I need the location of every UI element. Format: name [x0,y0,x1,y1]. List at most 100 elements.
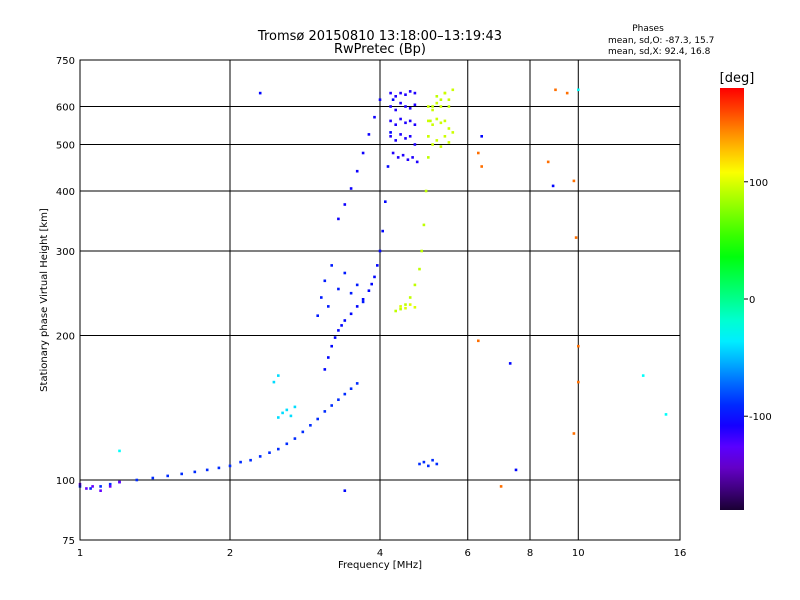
data-point [404,137,407,140]
data-point [406,158,410,161]
data-point [551,184,555,188]
data-point [443,135,447,138]
data-point [389,131,392,134]
data-point [574,236,578,239]
x-tick-label: 16 [674,548,687,559]
data-point [508,362,512,365]
data-point [277,447,280,451]
y-tick-label: 400 [56,187,75,198]
data-point [343,203,347,206]
data-point [349,387,353,390]
data-point [217,466,221,470]
x-tick-label: 10 [572,548,585,559]
data-point [108,485,112,488]
phases-o-mode-stats: mean, sd,O: -87.3, 15.7 [608,36,714,46]
data-point [343,319,347,322]
data-point [289,414,293,418]
data-point [429,119,432,123]
data-point [386,165,390,168]
data-point [431,123,434,126]
x-tick-label: 1 [77,548,83,559]
data-point [293,437,297,440]
data-point [443,91,447,95]
data-point [418,267,421,271]
data-point [320,296,323,299]
data-point [427,105,430,108]
data-point [370,282,373,286]
data-point [361,151,365,155]
colorbar-tick-label: -100 [749,412,772,423]
data-point [381,229,384,233]
data-point [277,416,280,419]
data-point [439,105,443,108]
data-point [394,95,397,98]
data-point [408,135,412,138]
data-point [435,95,439,98]
data-point [330,404,333,407]
data-point [396,156,400,159]
data-point [572,432,576,435]
data-point [399,91,402,95]
data-point [447,105,451,108]
grid [80,60,680,540]
data-point [480,135,483,138]
data-point [424,189,428,193]
data-point [391,151,395,155]
data-point [337,329,340,332]
data-point [435,117,439,121]
data-point [404,306,407,310]
data-point [340,324,343,327]
data-point [431,458,434,462]
data-point [389,91,392,95]
data-point [151,476,155,480]
data-point [439,121,443,125]
x-tick-label: 6 [465,548,471,559]
data-point [355,283,359,287]
colorbar-ticks: 100 0 -100 [744,178,772,423]
colorbar-tick-label: 100 [749,178,768,189]
data-point [349,187,353,190]
data-point [394,123,397,126]
data-point [399,133,402,136]
data-point [355,305,359,308]
data-point [577,344,580,348]
data-point [118,480,121,484]
x-tick-label: 8 [527,548,533,559]
data-point [285,408,289,412]
data-point [327,356,330,359]
data-point [435,462,439,466]
phases-heading: Phases [632,24,664,34]
data-point [361,298,365,301]
data-point [420,249,423,253]
data-point [272,380,276,384]
data-point [337,398,340,401]
data-point [323,368,327,371]
data-point [330,264,333,267]
phases-x-mode-stats: mean, sd,X: 92.4, 16.8 [608,47,711,57]
data-point [249,458,252,462]
data-point [554,88,557,92]
data-point [577,88,580,92]
data-point [316,417,319,421]
data-point [373,275,376,279]
colorbar-gradient [720,88,744,510]
data-point [435,139,439,142]
data-point [404,105,407,108]
data-point [408,296,412,299]
data-point [546,160,550,164]
data-point [413,103,417,107]
data-point [431,105,434,108]
colorbar-tick-label: 0 [749,295,755,306]
data-point [367,289,371,292]
data-point [439,145,443,148]
data-point [337,217,340,221]
plot-frame [79,59,681,541]
y-axis: 75 100 200 300 400 500 600 750 [56,56,75,547]
data-point [427,135,430,138]
data-point [355,382,359,385]
data-point [268,451,271,454]
data-point [399,305,402,308]
data-point [435,101,439,105]
data-point [166,474,169,478]
